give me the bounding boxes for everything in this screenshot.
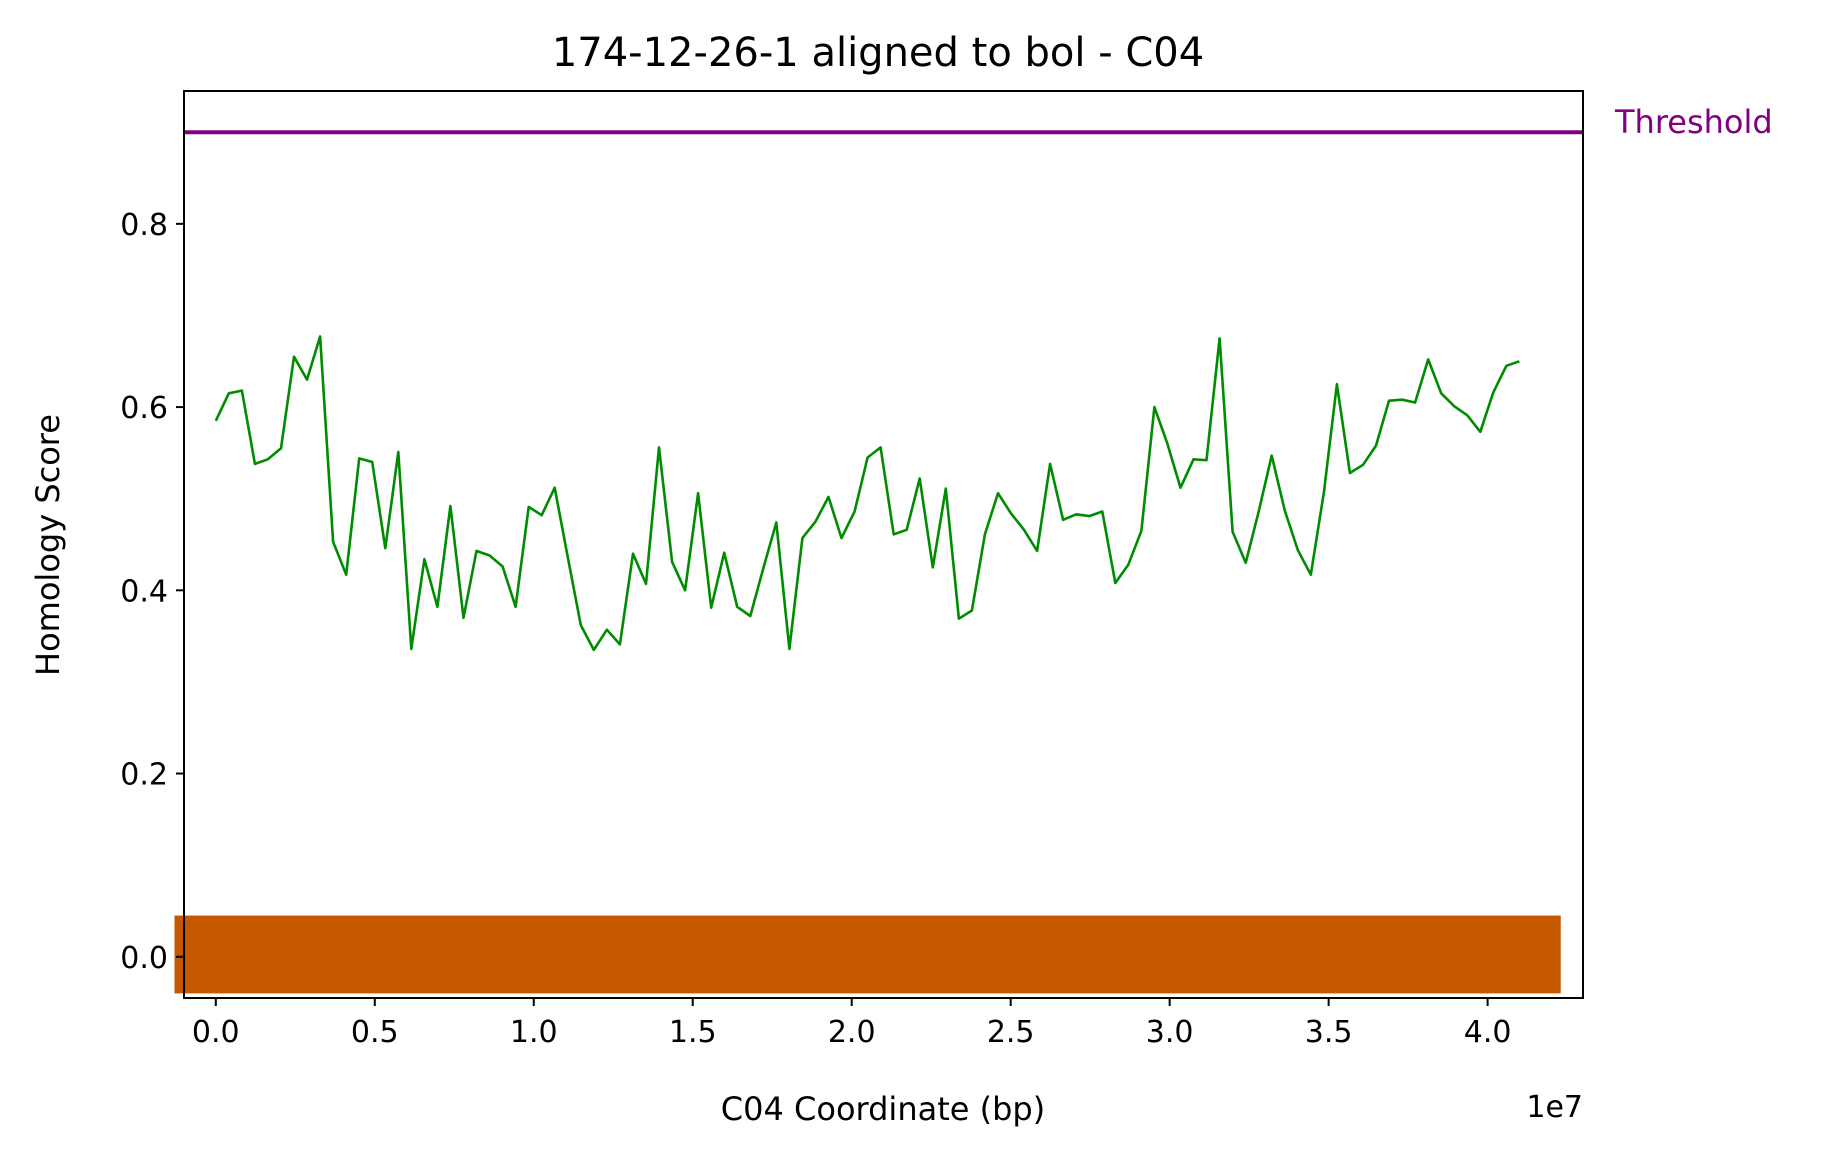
series-line [214,335,1520,652]
y-tick-label: 0.8 [120,208,168,243]
y-tick-label: 0.6 [120,391,168,426]
x-tick-label: 4.0 [1464,1015,1512,1050]
x-tick-label: 0.5 [351,1015,399,1050]
y-tick-label: 0.4 [120,574,168,609]
plot-frame [183,90,1584,999]
chart-title: 174-12-26-1 aligned to bol - C04 [552,30,1204,76]
x-offset-text: 1e7 [1526,1090,1583,1125]
x-tick-label: 2.5 [987,1015,1035,1050]
x-axis-label: C04 Coordinate (bp) [721,1090,1045,1128]
threshold-label: Threshold [1614,103,1773,141]
y-tick-label: 0.0 [120,941,168,976]
x-tick-label: 2.0 [828,1015,876,1050]
series-layer [214,335,1520,652]
x-axis-ticks: 0.0 0.5 1.0 1.5 2.0 2.5 3.0 3.5 4.0 [192,998,1512,1050]
x-tick-label: 1.5 [669,1015,717,1050]
x-tick-label: 3.0 [1146,1015,1194,1050]
x-tick-label: 1.0 [510,1015,558,1050]
y-axis-ticks: 0.0 0.2 0.4 0.6 0.8 [120,208,184,976]
x-tick-label: 3.5 [1305,1015,1353,1050]
x-tick-label: 0.0 [192,1015,240,1050]
band-layer [174,915,1561,994]
y-axis-label: Homology Score [29,414,67,676]
y-tick-label: 0.2 [120,758,168,793]
band-bar [174,915,1561,994]
